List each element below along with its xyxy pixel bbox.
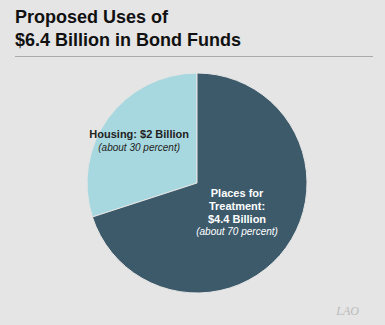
html-text:$6.4 Billion in Bond Funds: $6.4 Billion in Bond Funds <box>15 29 241 50</box>
svg-text:Places for: Places for <box>211 187 264 199</box>
html-text:LAO: LAO <box>336 304 359 318</box>
svg-text:(about 30 percent): (about 30 percent) <box>98 142 180 153</box>
svg-text:Treatment:: Treatment: <box>209 200 265 212</box>
html-text:Proposed Uses of: Proposed Uses of <box>15 7 168 27</box>
svg-text:(about 70 percent): (about 70 percent) <box>196 226 278 237</box>
svg-text:$4.4 Billion: $4.4 Billion <box>208 213 266 225</box>
svg-text:Housing: $2 Billion: Housing: $2 Billion <box>89 128 189 140</box>
